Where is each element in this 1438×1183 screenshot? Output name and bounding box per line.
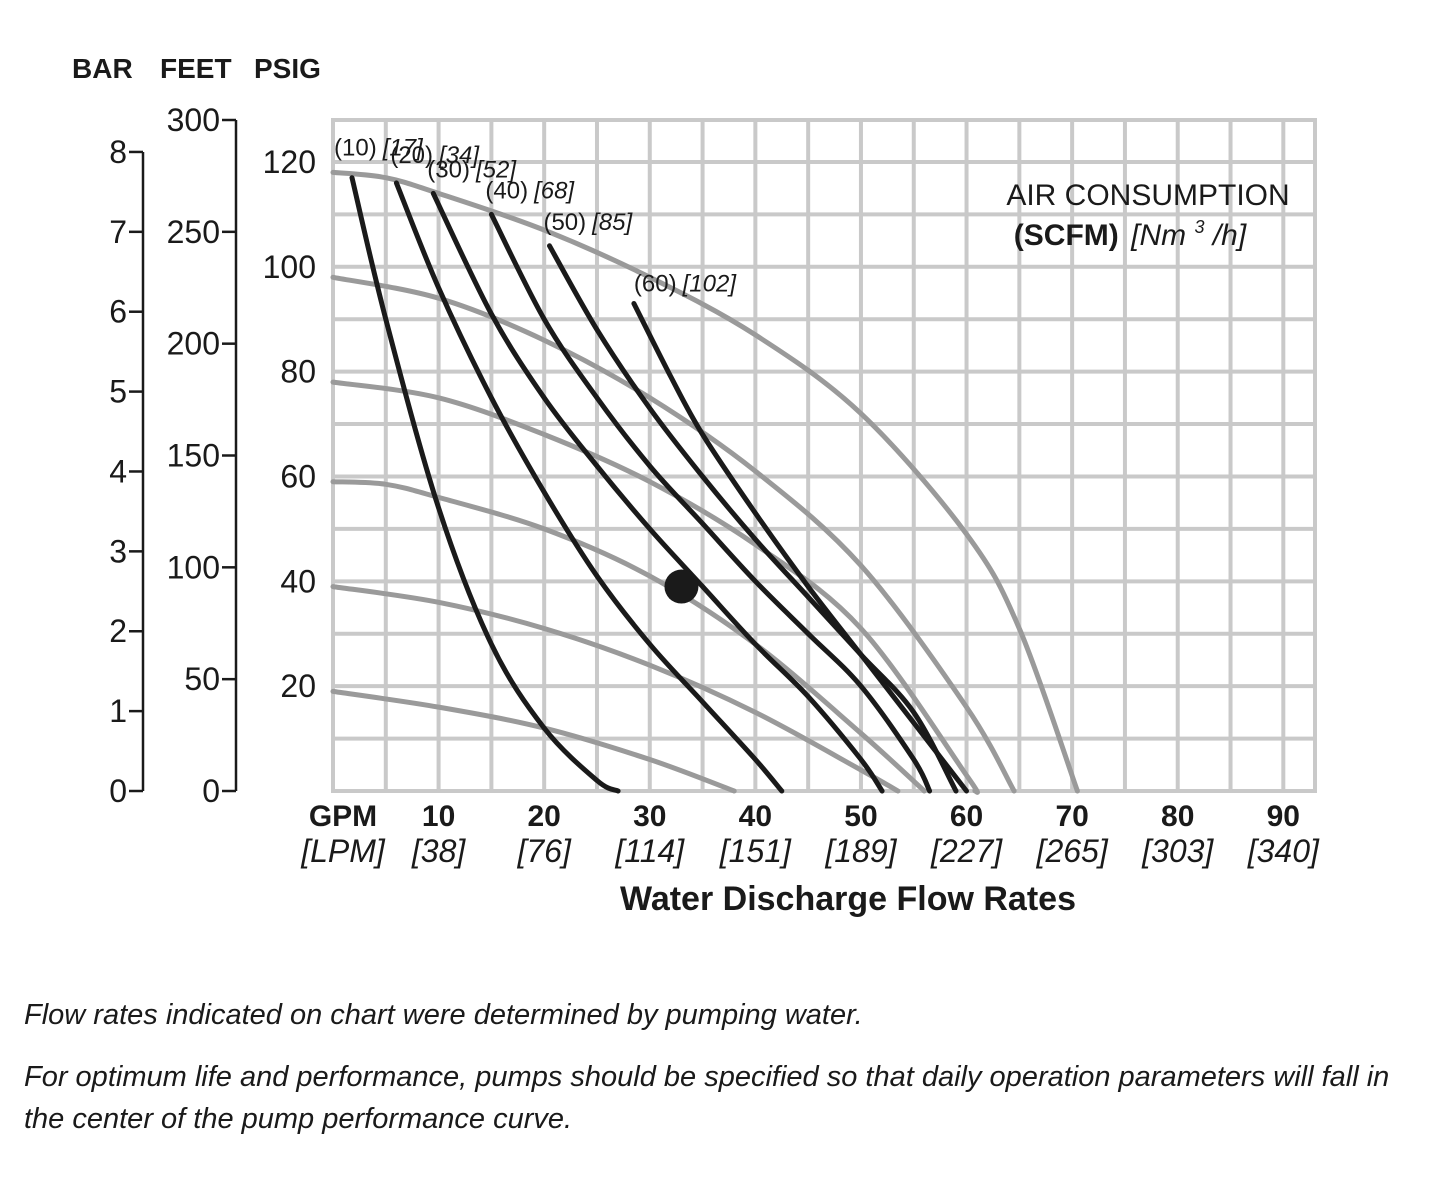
legend-title: AIR CONSUMPTION bbox=[1006, 179, 1289, 212]
feet-tick-label: 150 bbox=[167, 438, 220, 474]
air-consumption-label-scfm: (20) bbox=[390, 142, 433, 169]
bar-tick-label: 7 bbox=[109, 214, 127, 250]
legend-nm-sup: 3 bbox=[1194, 217, 1204, 237]
air-consumption-curve bbox=[631, 301, 969, 794]
x-tick-label-lpm: [227] bbox=[930, 833, 1003, 869]
air-consumption-curves bbox=[349, 175, 969, 794]
x-tick-label-lpm: [340] bbox=[1247, 833, 1320, 869]
bar-axis-header: BAR bbox=[72, 53, 133, 84]
psig-tick-label: 80 bbox=[280, 354, 316, 390]
bar-tick-label: 4 bbox=[109, 453, 127, 489]
air-consumption-label: (20) [34] bbox=[390, 142, 480, 169]
inlet-pressure-curve bbox=[330, 479, 927, 794]
air-consumption-curve bbox=[488, 211, 933, 794]
psig-tick-label: 20 bbox=[280, 668, 316, 704]
bar-tick-label: 1 bbox=[109, 693, 127, 729]
air-consumption-label-nm: [17] bbox=[382, 135, 424, 162]
footnote-flow-rates: Flow rates indicated on chart were deter… bbox=[24, 999, 863, 1031]
inlet-pressure-curve bbox=[330, 379, 980, 795]
x-tick-label-gpm: 60 bbox=[950, 800, 983, 833]
x-tick-label-gpm: 40 bbox=[739, 800, 772, 833]
air-consumption-label-nm: [102] bbox=[682, 270, 738, 297]
x-tick-label-gpm: 80 bbox=[1161, 800, 1194, 833]
bar-tick-label: 6 bbox=[109, 294, 127, 330]
x-tick-label-gpm: 20 bbox=[527, 800, 560, 833]
x-tick-label-gpm: 70 bbox=[1055, 800, 1088, 833]
air-consumption-label-nm: [52] bbox=[475, 156, 517, 183]
psig-tick-label: 60 bbox=[280, 458, 316, 494]
feet-axis-header: FEET bbox=[160, 53, 232, 84]
bar-tick-label: 3 bbox=[109, 533, 127, 569]
air-consumption-curve bbox=[430, 190, 885, 794]
feet-tick-label: 100 bbox=[167, 549, 220, 585]
psig-tick-label: 40 bbox=[280, 563, 316, 599]
air-consumption-label-scfm: (30) bbox=[427, 156, 470, 183]
psig-axis-header: PSIG bbox=[254, 53, 321, 84]
x-tick-label-lpm: [303] bbox=[1141, 833, 1214, 869]
x-tick-label-gpm: 10 bbox=[422, 800, 455, 833]
x-axis-title: Water Discharge Flow Rates bbox=[620, 880, 1076, 918]
psig-tick-label: 120 bbox=[263, 144, 316, 180]
x-tick-label-lpm: [LPM] bbox=[300, 833, 386, 869]
legend-nm-a: [Nm bbox=[1130, 219, 1186, 252]
feet-tick-label: 250 bbox=[167, 214, 220, 250]
x-tick-label-lpm: [114] bbox=[614, 833, 685, 869]
feet-tick-label: 0 bbox=[202, 773, 220, 809]
inlet-pressure-curve bbox=[330, 584, 901, 794]
air-consumption-curve bbox=[349, 175, 621, 794]
inlet-pressure-curves bbox=[330, 169, 1080, 795]
air-consumption-label-scfm: (10) bbox=[334, 135, 377, 162]
air-consumption-label: (40) [68] bbox=[485, 177, 575, 204]
x-tick-label-gpm: 30 bbox=[633, 800, 666, 833]
bar-tick-label: 8 bbox=[109, 134, 127, 170]
footnote-optimum-life: For optimum life and performance, pumps … bbox=[24, 1061, 1390, 1135]
air-consumption-labels: (10) [17](20) [34](30) [52](40) [68] (50) [85]… bbox=[334, 135, 737, 298]
air-consumption-label: (10) [17] bbox=[334, 135, 424, 162]
legend-nm-b: /h] bbox=[1211, 219, 1247, 252]
bar-tick-label: 2 bbox=[109, 613, 127, 649]
legend-scfm: (SCFM) bbox=[1014, 219, 1119, 252]
chart-grid bbox=[331, 118, 1317, 793]
air-consumption-label: (60) [102] bbox=[634, 270, 737, 297]
psig-tick-label: 100 bbox=[263, 249, 316, 285]
x-tick-label-lpm: [265] bbox=[1036, 833, 1109, 869]
air-consumption-curve bbox=[393, 180, 785, 794]
feet-tick-label: 50 bbox=[184, 661, 220, 697]
feet-tick-label: 200 bbox=[167, 326, 220, 362]
air-consumption-label: (30) [52] bbox=[427, 156, 517, 183]
air-consumption-label-scfm: (40) bbox=[485, 177, 528, 204]
air-consumption-label-scfm: (60) bbox=[634, 270, 677, 297]
x-tick-label-gpm: 50 bbox=[844, 800, 877, 833]
x-axis-ticks: GPM[LPM] 10[38] 20[76] 30[114] 40[151] 50[189… bbox=[300, 800, 1320, 869]
air-consumption-label-scfm: (50) bbox=[543, 209, 586, 236]
inlet-pressure-curve bbox=[330, 274, 1017, 794]
x-tick-label-gpm: 90 bbox=[1267, 800, 1300, 833]
plot-frame bbox=[331, 118, 1317, 793]
bar-tick-label: 5 bbox=[109, 374, 127, 410]
x-tick-label-lpm: [189] bbox=[824, 833, 897, 869]
feet-tick-label: 300 bbox=[167, 102, 220, 138]
inlet-pressure-curve bbox=[330, 169, 1080, 794]
y-axes: 0123456780501001502002503002040608010012… bbox=[109, 102, 316, 809]
air-consumption-label-nm: [34] bbox=[438, 142, 480, 169]
x-tick-label-gpm: GPM bbox=[309, 800, 377, 833]
air-consumption-curve bbox=[547, 243, 959, 794]
air-consumption-label-nm: [68] bbox=[533, 177, 575, 204]
air-consumption-label-nm: [85] bbox=[591, 209, 633, 236]
x-tick-label-lpm: [38] bbox=[411, 833, 466, 869]
x-tick-label-lpm: [151] bbox=[719, 833, 792, 869]
pump-performance-chart: 0123456780501001502002503002040608010012… bbox=[72, 53, 1320, 918]
inlet-pressure-curve bbox=[330, 688, 737, 794]
air-consumption-label: (50) [85] bbox=[543, 209, 633, 236]
operating-point-marker bbox=[664, 569, 699, 604]
bar-tick-label: 0 bbox=[109, 773, 127, 809]
legend-units: (SCFM) [Nm 3 /h] bbox=[1014, 207, 1247, 252]
x-tick-label-lpm: [76] bbox=[516, 833, 571, 869]
